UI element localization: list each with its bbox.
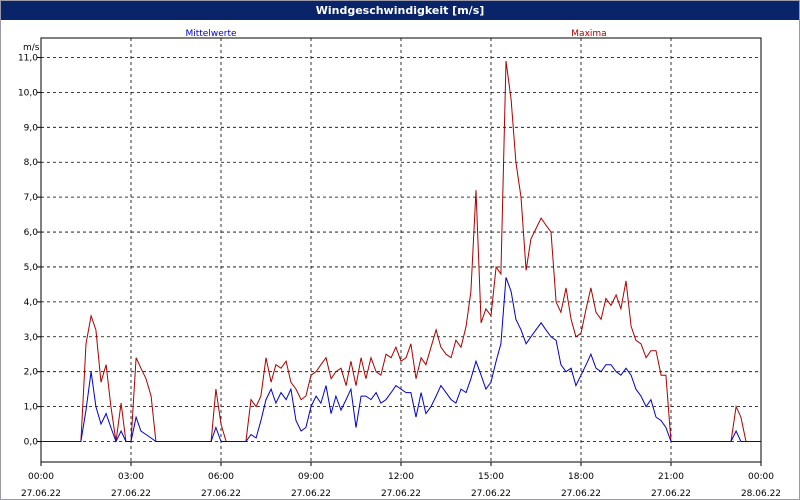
- legend-mittelwerte: Mittelwerte: [185, 29, 236, 39]
- y-tick-label: 10,0: [18, 88, 38, 98]
- x-tick-time: 03:00: [118, 472, 144, 482]
- x-tick-date: 27.06.22: [651, 489, 691, 498]
- series-line-maxima: [41, 60, 761, 442]
- x-tick-time: 18:00: [568, 472, 594, 482]
- plot-area-border: [40, 37, 762, 463]
- x-tick-date: 27.06.22: [471, 489, 511, 498]
- y-tick-label: 4,0: [24, 298, 39, 308]
- x-tick-date: 28.06.22: [741, 489, 781, 498]
- x-tick-time: 21:00: [658, 472, 684, 482]
- wind-speed-chart: Mittelwerte Maxima m/s 0,0 1,0 2,0 3,0 4,0 5,…: [18, 29, 781, 498]
- y-tick-label: 5,0: [24, 263, 39, 273]
- y-tick-label: 1,0: [24, 403, 39, 413]
- y-tick-label: 11,0: [18, 54, 38, 64]
- x-tick-date: 27.06.22: [111, 489, 151, 498]
- x-tick-date: 27.06.22: [21, 489, 61, 498]
- x-tick-time: 00:00: [28, 472, 54, 482]
- y-axis-ticks: 0,0 1,0 2,0 3,0 4,0 5,0 6,0 7,0 8,0 9,0 10,0 11,0: [18, 54, 41, 448]
- y-tick-label: 9,0: [24, 123, 39, 133]
- y-tick-label: 8,0: [24, 158, 39, 168]
- x-tick-date: 27.06.22: [561, 489, 601, 498]
- x-axis-ticks: 00:00 27.06.22 03:00 27.06.22 06:00 27.06.22 0…: [21, 462, 781, 498]
- legend-maxima: Maxima: [571, 29, 606, 39]
- y-axis-unit: m/s: [23, 43, 40, 53]
- y-tick-label: 6,0: [24, 228, 39, 238]
- x-tick-date: 27.06.22: [201, 489, 241, 498]
- x-tick-date: 27.06.22: [291, 489, 331, 498]
- y-tick-label: 2,0: [24, 368, 39, 378]
- series-line-mittelwerte: [41, 277, 761, 443]
- x-tick-time: 12:00: [388, 472, 414, 482]
- series-lines: [41, 60, 761, 443]
- x-tick-time: 06:00: [208, 472, 234, 482]
- x-tick-time: 00:00: [748, 472, 774, 482]
- y-tick-label: 7,0: [24, 193, 39, 203]
- x-tick-time: 15:00: [478, 472, 504, 482]
- y-tick-label: 0,0: [24, 438, 39, 448]
- x-tick-time: 09:00: [298, 472, 324, 482]
- grid-lines: [41, 38, 761, 462]
- y-tick-label: 3,0: [24, 333, 39, 343]
- x-tick-date: 27.06.22: [381, 489, 421, 498]
- chart-title: Windgeschwindigkeit [m/s]: [1, 1, 799, 20]
